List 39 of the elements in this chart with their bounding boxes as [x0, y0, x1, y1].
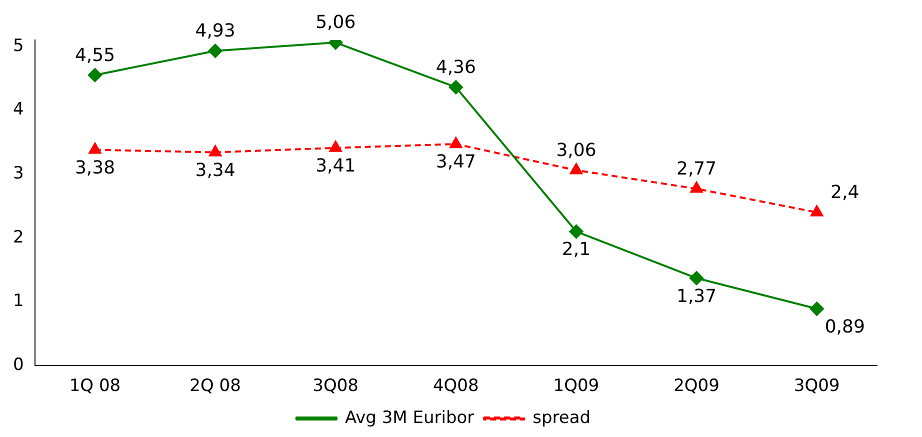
data-label: 1,37	[676, 286, 717, 307]
point	[690, 182, 703, 193]
point	[88, 142, 102, 154]
point	[88, 68, 102, 82]
point	[448, 80, 463, 94]
y-tick-label: 5	[12, 36, 24, 56]
x-tick-label: 4Q08	[432, 376, 479, 396]
point	[810, 205, 824, 216]
data-label: 2,1	[562, 239, 591, 260]
data-label: 0,89	[824, 316, 865, 338]
data-label: 4,93	[195, 20, 236, 42]
y-tick-label: 4	[12, 100, 24, 120]
point	[450, 137, 462, 148]
x-tick-label: 1Q 08	[69, 376, 121, 396]
point	[208, 44, 222, 58]
x-tick-label: 2Q 08	[190, 376, 241, 396]
y-tick-label: 3	[12, 163, 24, 184]
y-tick-label: 2	[12, 227, 24, 248]
data-label: 3,38	[74, 157, 116, 178]
legend-label: Avg 3M Euribor	[344, 408, 474, 428]
data-label: 4,55	[74, 44, 116, 66]
data-label: 3,47	[436, 152, 476, 173]
data-label: 3,34	[195, 160, 236, 182]
point	[209, 145, 222, 156]
y-tick-label: 1	[12, 291, 24, 312]
data-label: 2,4	[830, 182, 860, 204]
x-tick-label: 3Q09	[794, 376, 840, 396]
data-label: 2,77	[676, 158, 717, 180]
legend-label: spread	[532, 408, 591, 428]
data-label: 5,06	[316, 12, 356, 34]
x-tick-label: 2Q09	[674, 376, 720, 396]
x-tick-label: 3Q08	[312, 376, 359, 396]
data-label: 3,41	[316, 156, 356, 177]
x-tick-label: 1Q09	[553, 376, 600, 396]
point	[570, 163, 582, 174]
point	[329, 140, 342, 152]
y-tick-label: 0	[12, 355, 24, 376]
data-label: 4,36	[436, 56, 476, 78]
data-label: 3,06	[556, 140, 596, 161]
